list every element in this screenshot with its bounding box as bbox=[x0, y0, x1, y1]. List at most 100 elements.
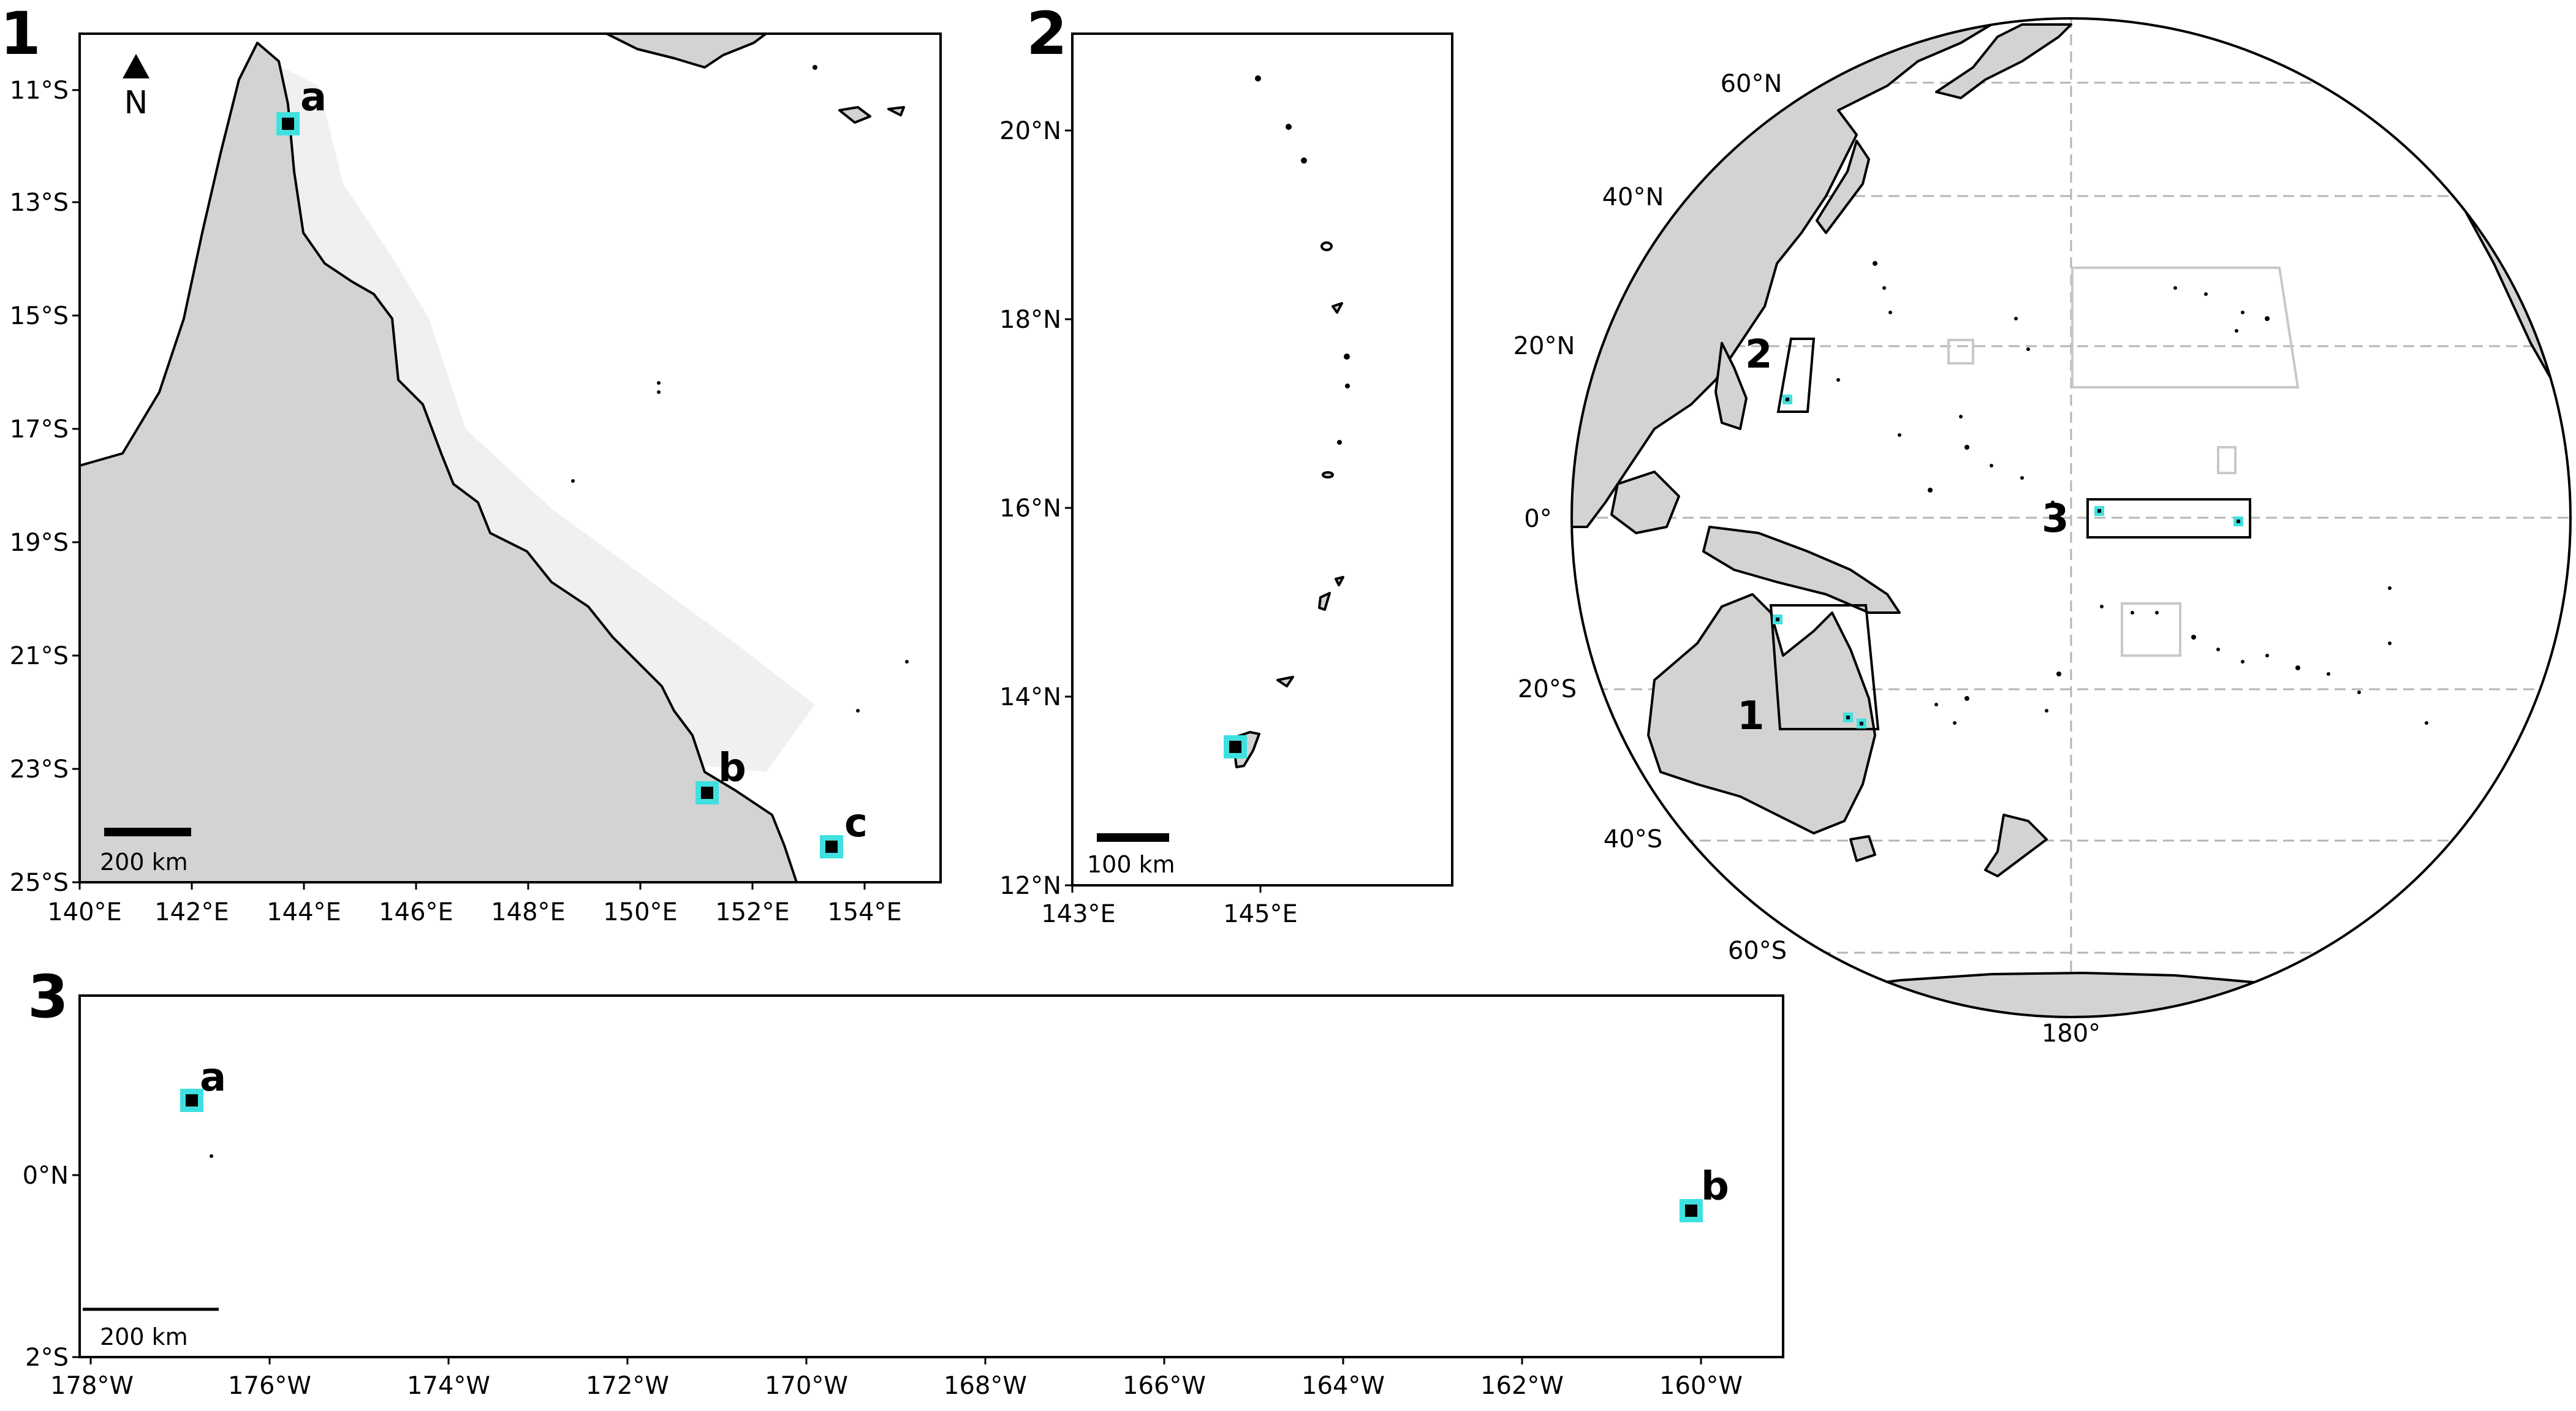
lon-tick-label: 152°E bbox=[715, 898, 790, 926]
panel-label-1: 1 bbox=[0, 0, 41, 68]
lat-label-40n: 40°N bbox=[1602, 183, 1664, 211]
lon-tick-label: 145°E bbox=[1223, 900, 1298, 928]
islet bbox=[210, 1154, 213, 1158]
site-marker-icon bbox=[695, 781, 719, 804]
lat-tick-label: 14°N bbox=[999, 683, 1061, 711]
lon-tick-label: 148°E bbox=[491, 898, 566, 926]
lon-tick-label: 168°W bbox=[944, 1372, 1027, 1400]
island bbox=[1320, 241, 1333, 251]
panel-label-2: 2 bbox=[1026, 0, 1067, 68]
lat-ticks bbox=[72, 89, 80, 883]
lat-tick-label: 18°N bbox=[999, 306, 1061, 334]
grey-region-box bbox=[2121, 602, 2181, 657]
site-label-b: b bbox=[1701, 1164, 1729, 1209]
lat-label-20s: 20°S bbox=[1518, 675, 1577, 703]
grey-region-box bbox=[2071, 267, 2300, 388]
site-marker-icon bbox=[1782, 395, 1792, 404]
lat-tick-label: 19°S bbox=[10, 529, 69, 557]
grey-region-box bbox=[1947, 339, 1974, 365]
panel-1: N a b c 200 km 11°S 13°S 15°S bbox=[0, 0, 942, 926]
lon-tick-label: 162°W bbox=[1480, 1372, 1564, 1400]
lat-tick-label: 25°S bbox=[10, 869, 69, 897]
reef-shading bbox=[257, 55, 815, 772]
study-box-1 bbox=[1769, 604, 1880, 730]
lon-tick-label: 160°W bbox=[1659, 1372, 1743, 1400]
lat-tick-label: 13°S bbox=[10, 189, 69, 217]
globe-outline bbox=[1570, 17, 2572, 1018]
islet bbox=[813, 65, 817, 70]
island-saipan bbox=[1318, 592, 1331, 611]
new-guinea bbox=[1702, 526, 1901, 614]
lat-tick-label: 17°S bbox=[10, 415, 69, 444]
lon-tick-label: 170°W bbox=[765, 1372, 848, 1400]
island-rota bbox=[1276, 676, 1294, 687]
scale-label: 200 km bbox=[100, 1323, 188, 1350]
site-marker-icon bbox=[2094, 506, 2104, 516]
islet bbox=[657, 381, 661, 385]
site-marker-icon bbox=[2233, 516, 2243, 526]
panel-3-frame bbox=[78, 994, 1784, 1358]
lon-tick-label: 166°W bbox=[1123, 1372, 1206, 1400]
lat-ticks bbox=[72, 1174, 80, 1358]
site-marker-icon bbox=[1843, 713, 1853, 722]
site-marker-icon bbox=[276, 112, 300, 135]
panel-2: 100 km 20°N 18°N 16°N 14°N 12°N 143°E 14… bbox=[999, 0, 1453, 928]
lat-tick-label: 16°N bbox=[999, 494, 1061, 523]
panel-3-map-area bbox=[80, 996, 1783, 1357]
study-box-2 bbox=[1776, 338, 1816, 413]
lat-tick-label: 15°S bbox=[10, 302, 69, 330]
lon-tick-label: 176°W bbox=[228, 1372, 311, 1400]
site-marker-icon bbox=[820, 835, 843, 858]
philippines bbox=[1714, 342, 1748, 430]
islet bbox=[1337, 440, 1342, 445]
panel-2-frame bbox=[1071, 32, 1453, 887]
scale-label: 200 km bbox=[100, 849, 188, 876]
lon-tick-label: 146°E bbox=[379, 898, 453, 926]
borneo bbox=[1610, 471, 1680, 534]
lat-label-40s: 40°S bbox=[1604, 825, 1662, 853]
lon-tick-label: 154°E bbox=[827, 898, 902, 926]
lat-label-20n: 20°N bbox=[1513, 332, 1575, 360]
new-guinea-coast bbox=[605, 32, 767, 69]
islet bbox=[657, 390, 661, 394]
lon-tick-label: 172°W bbox=[586, 1372, 669, 1400]
lat-label-0: 0° bbox=[1524, 505, 1551, 533]
site-marker-icon bbox=[1857, 719, 1866, 728]
site-label-a: a bbox=[300, 75, 327, 120]
tasmania bbox=[1849, 835, 1876, 862]
new-zealand bbox=[1984, 814, 2048, 877]
asia-landmass bbox=[1572, 23, 1993, 528]
japan bbox=[1816, 140, 1870, 234]
australia-landmass bbox=[78, 42, 798, 883]
lon-ticks bbox=[89, 1357, 1702, 1364]
lon-ticks bbox=[78, 882, 866, 890]
grey-region-box bbox=[2217, 446, 2237, 474]
islet bbox=[1345, 384, 1350, 388]
lon-label-180: 180° bbox=[2042, 1019, 2101, 1048]
lat-tick-label: 23°S bbox=[10, 755, 69, 784]
lon-tick-label: 150°E bbox=[603, 898, 678, 926]
kamchatka bbox=[1935, 23, 2072, 99]
lat-tick-label: 2°S bbox=[25, 1344, 69, 1372]
island bbox=[887, 106, 905, 116]
north-america bbox=[2266, 23, 2570, 430]
panel-3: a b 200 km 0°N 2°S 178°W 176°W 174°W bbox=[23, 963, 1784, 1400]
globe-box-label-2: 2 bbox=[1745, 332, 1773, 377]
site-marker-icon bbox=[1680, 1199, 1703, 1222]
globe-box-label-1: 1 bbox=[1737, 694, 1765, 739]
lat-tick-label: 11°S bbox=[10, 77, 69, 105]
north-arrow-icon bbox=[123, 54, 150, 78]
globe-panel: 60°N 40°N 20°N 0° 20°S 40°S 60°S 180° 2 … bbox=[1513, 17, 2572, 1048]
pacific-islets bbox=[1836, 261, 2428, 725]
lon-ticks bbox=[1071, 885, 1262, 893]
lat-ticks bbox=[1065, 129, 1072, 887]
islet bbox=[1301, 157, 1307, 164]
island bbox=[1322, 471, 1334, 479]
site-marker-icon bbox=[180, 1089, 203, 1112]
study-box-3 bbox=[2086, 498, 2251, 539]
lon-tick-label: 178°W bbox=[50, 1372, 134, 1400]
site-marker-icon bbox=[1224, 735, 1247, 758]
lon-tick-label: 144°E bbox=[267, 898, 341, 926]
lat-tick-label: 12°N bbox=[999, 872, 1061, 900]
